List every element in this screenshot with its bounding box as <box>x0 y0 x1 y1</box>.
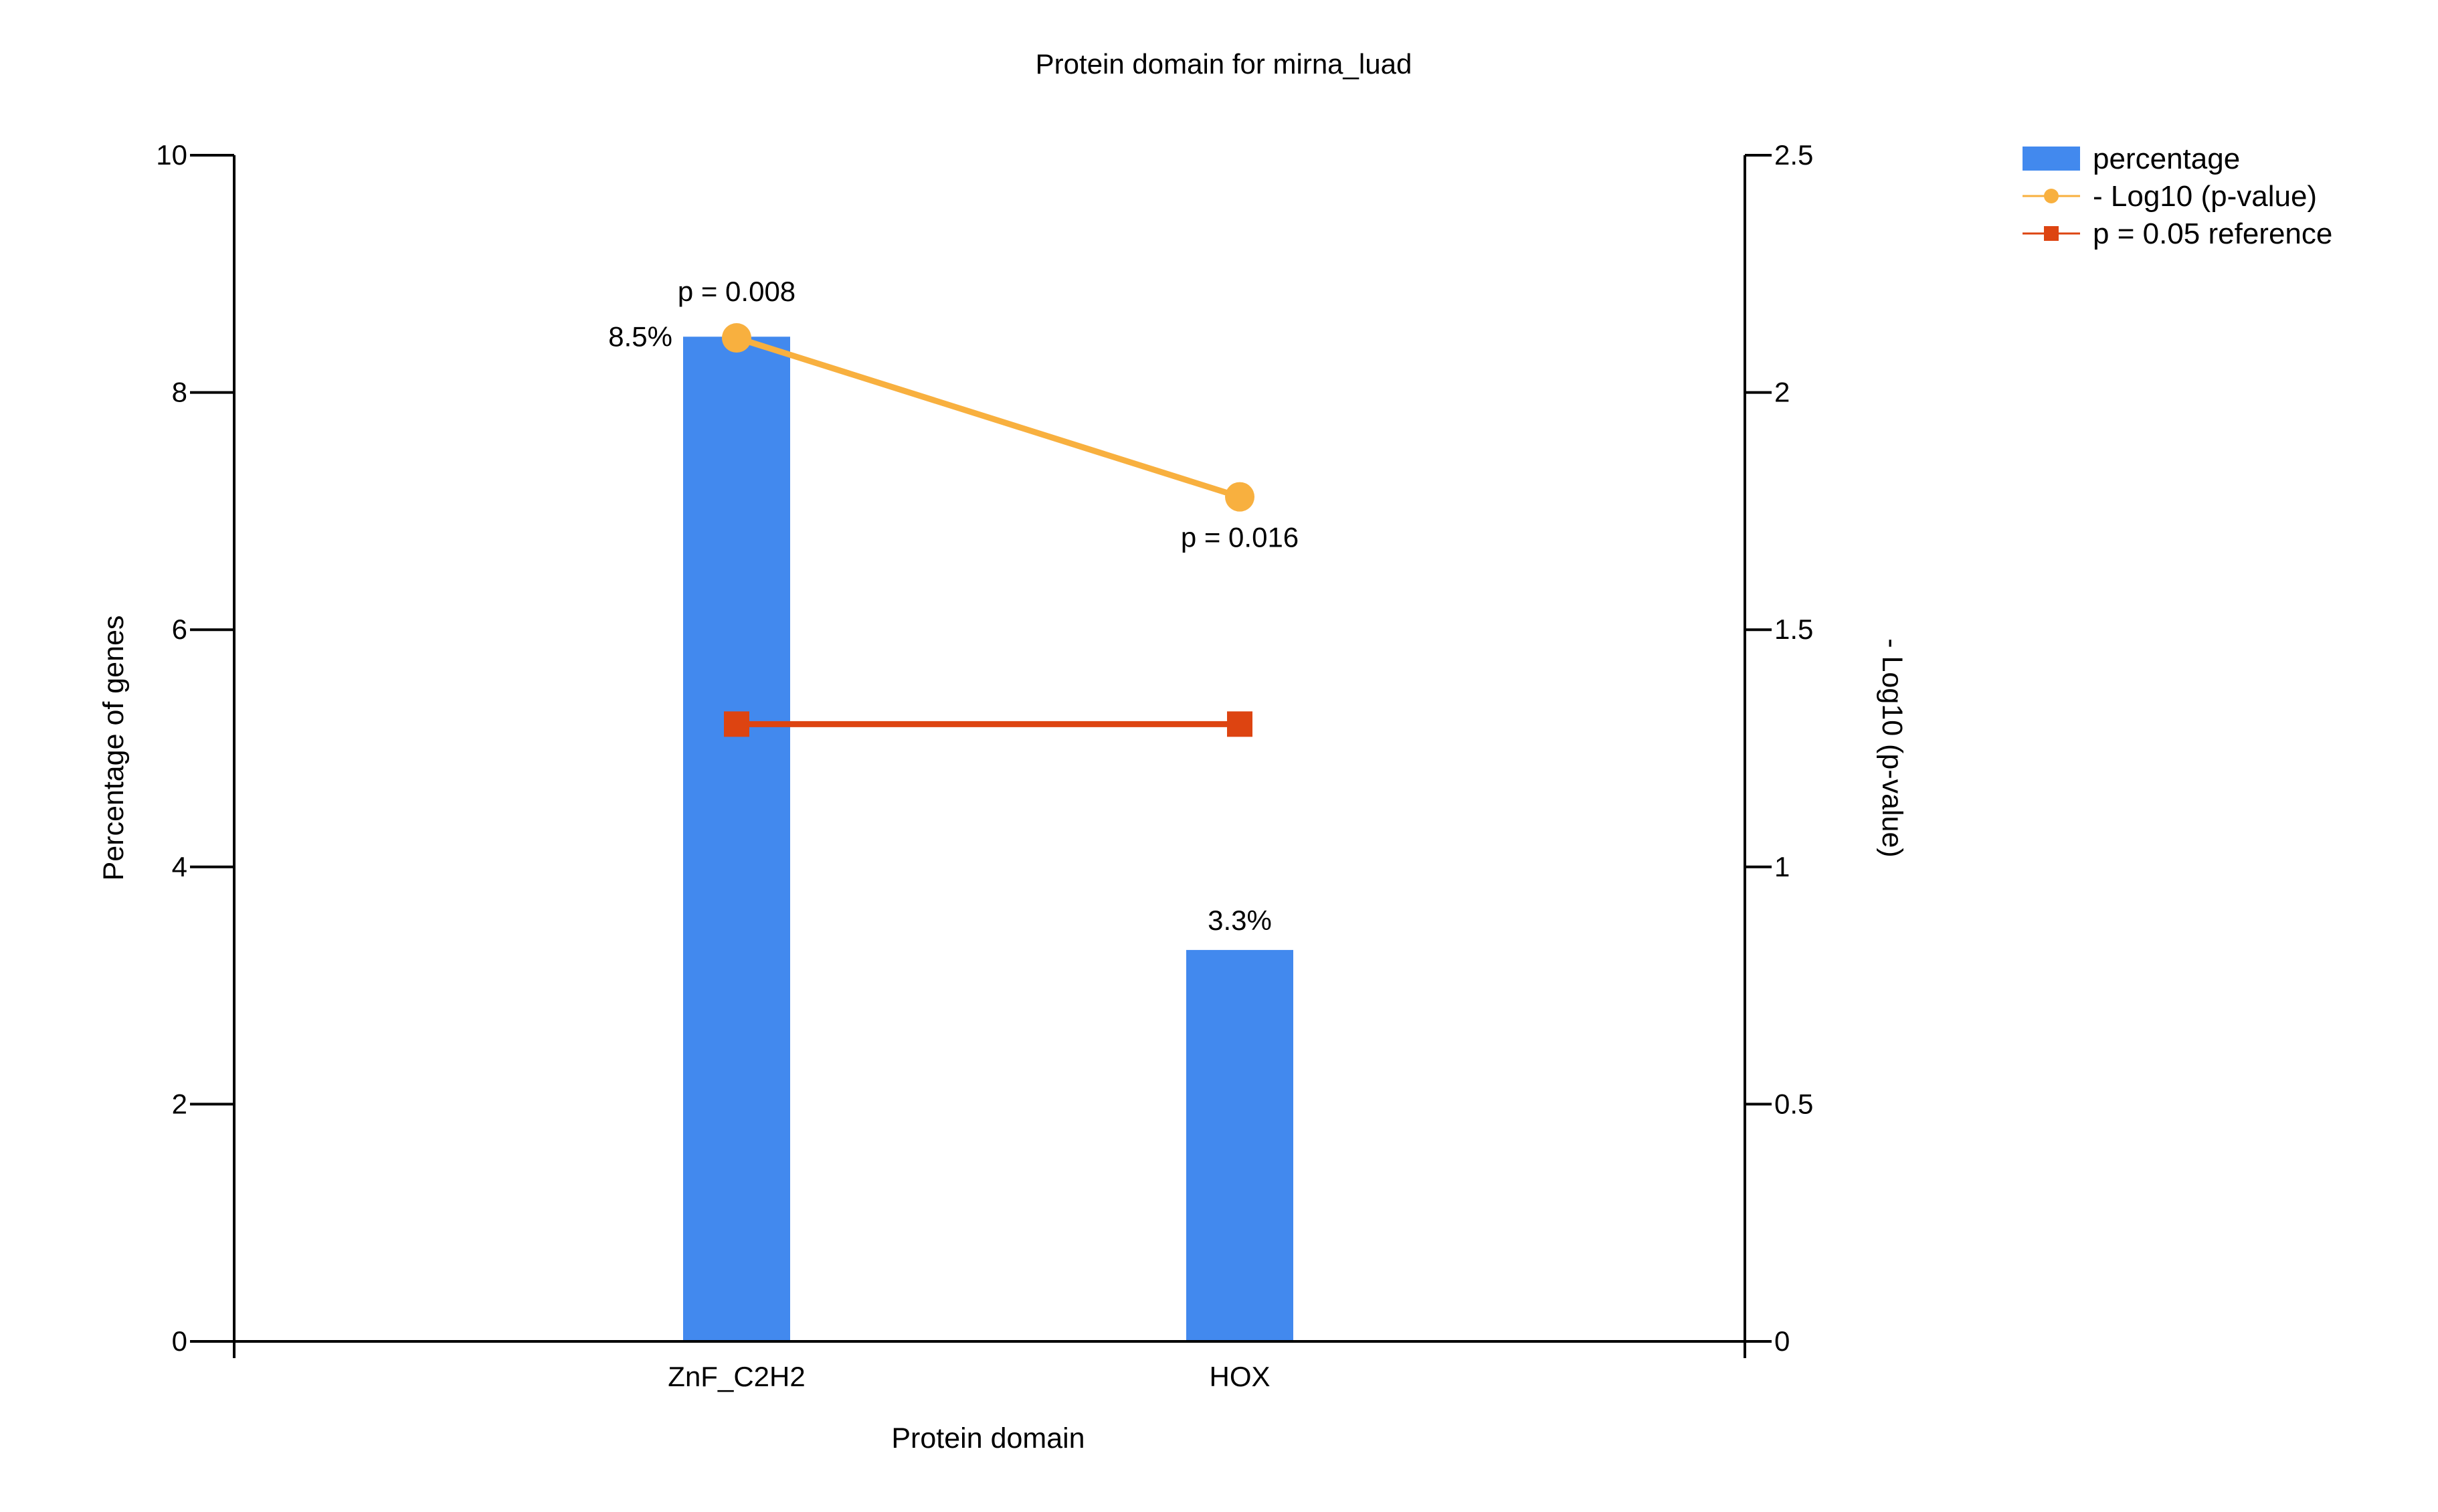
pvalue-marker <box>722 323 751 353</box>
bar-value-label: 3.3% <box>1208 905 1272 936</box>
plot-labels: 8.5% 3.3% p = 0.008 p = 0.016 <box>608 276 1299 936</box>
legend: percentage - Log10 (p-value) p = 0.05 refe… <box>2023 143 2332 250</box>
legend-swatch-marker <box>2044 226 2059 241</box>
legend-label: - Log10 (p-value) <box>2093 180 2317 213</box>
bar-ZnF_C2H2 <box>683 337 790 1341</box>
pvalue-label: p = 0.016 <box>1181 522 1299 553</box>
pvalue-marker <box>1225 482 1254 512</box>
legend-label: percentage <box>2093 143 2240 175</box>
pvalue-label: p = 0.008 <box>678 276 795 307</box>
x-axis-title: Protein domain <box>891 1422 1085 1454</box>
y2-tick-label: 0.5 <box>1774 1088 1813 1119</box>
legend-label: p = 0.05 reference <box>2093 217 2332 250</box>
y-tick-label: 6 <box>172 613 187 645</box>
reference-marker <box>724 711 749 737</box>
legend-swatch-marker <box>2044 189 2059 203</box>
reference-marker <box>1227 711 1252 737</box>
y2-tick-label: 1 <box>1774 851 1790 882</box>
pvalue-line <box>735 335 1241 500</box>
y-tick-label: 8 <box>172 377 187 408</box>
bar-value-label: 8.5% <box>608 320 672 352</box>
y2-tick-label: 2.5 <box>1774 139 1813 171</box>
y2-axis-title: - Log10 (p-value) <box>1876 638 1908 857</box>
plot-markers <box>722 323 1254 737</box>
y2-tick-label: 1.5 <box>1774 613 1813 645</box>
y2-tick-label: 2 <box>1774 377 1790 408</box>
legend-swatch-bar <box>2023 147 2080 171</box>
plot-lines <box>735 335 1241 727</box>
plot-bars <box>683 337 1293 1341</box>
y-tick-label: 10 <box>156 139 187 171</box>
axes: 0 2 4 6 8 10 0 0.5 1 1.5 2 2.5 ZnF_C2H2 HOX <box>156 139 1813 1392</box>
y2-tick-label: 0 <box>1774 1325 1790 1357</box>
y-tick-label: 2 <box>172 1088 187 1119</box>
x-tick-label: HOX <box>1209 1361 1270 1392</box>
y-axis-title: Percentage of genes <box>98 616 130 881</box>
chart-title: Protein domain for mirna_luad <box>1036 48 1412 80</box>
y-tick-label: 4 <box>172 851 187 882</box>
x-tick-label: ZnF_C2H2 <box>668 1361 805 1392</box>
y-tick-label: 0 <box>172 1325 187 1357</box>
bar-HOX <box>1186 949 1293 1341</box>
